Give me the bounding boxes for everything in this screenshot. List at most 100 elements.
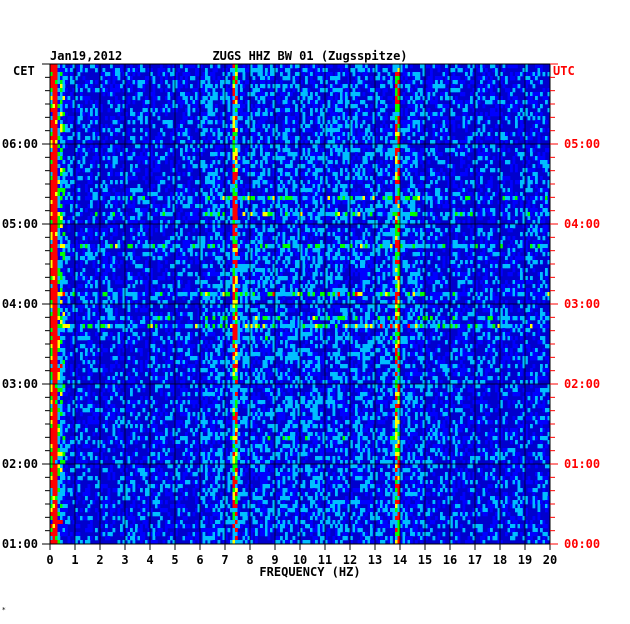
heatmap-cell [452, 88, 456, 93]
heatmap-cell [197, 216, 201, 221]
heatmap-cell [167, 212, 171, 217]
heatmap-cell [110, 88, 113, 93]
heatmap-cell [502, 148, 506, 153]
heatmap-cell [417, 100, 421, 105]
heatmap-cell [345, 132, 348, 137]
heatmap-cell [357, 192, 361, 197]
heatmap-cell [82, 84, 86, 89]
heatmap-cell [275, 196, 278, 201]
heatmap-cell [55, 164, 58, 169]
heatmap-cell [127, 88, 131, 93]
heatmap-cell [220, 116, 223, 121]
heatmap-cell [445, 92, 448, 97]
heatmap-cell [435, 200, 438, 205]
heatmap-cell [272, 116, 276, 121]
heatmap-cell [212, 72, 216, 77]
heatmap-cell [370, 188, 373, 193]
heatmap-cell [172, 100, 176, 105]
heatmap-cell [297, 192, 301, 197]
heatmap-cell [542, 136, 546, 141]
heatmap-cell [92, 116, 96, 121]
heatmap-cell [352, 236, 356, 241]
heatmap-cell [362, 64, 366, 69]
heatmap-cell [402, 224, 406, 229]
heatmap-cell [105, 164, 108, 169]
heatmap-cell [310, 224, 313, 229]
heatmap-cell [300, 108, 303, 113]
heatmap-cell [397, 216, 401, 221]
heatmap-cell [245, 100, 248, 105]
heatmap-cell [245, 80, 248, 85]
heatmap-cell [535, 144, 538, 149]
heatmap-cell [405, 200, 408, 205]
heatmap-cell [367, 116, 371, 121]
heatmap-cell [525, 164, 528, 169]
heatmap-cell [390, 228, 393, 233]
heatmap-cell [400, 192, 403, 197]
heatmap-cell [195, 212, 198, 217]
heatmap-cell [142, 148, 146, 153]
heatmap-cell [547, 240, 551, 245]
heatmap-cell [530, 80, 533, 85]
heatmap-cell [130, 152, 133, 157]
heatmap-cell [532, 132, 536, 137]
heatmap-cell [125, 180, 128, 185]
heatmap-cell [407, 144, 411, 149]
heatmap-cell [500, 96, 503, 101]
heatmap-cell [342, 228, 346, 233]
heatmap-cell [292, 236, 296, 241]
heatmap-cell [415, 108, 418, 113]
heatmap-cell [472, 180, 476, 185]
heatmap-cell [50, 172, 53, 177]
heatmap-cell [250, 156, 253, 161]
heatmap-cell [237, 176, 241, 181]
heatmap-cell [300, 92, 303, 97]
heatmap-cell [190, 212, 193, 217]
heatmap-cell [315, 116, 318, 121]
heatmap-cell [130, 156, 133, 161]
heatmap-cell [215, 120, 218, 125]
heatmap-cell [295, 184, 298, 189]
heatmap-cell [65, 104, 68, 109]
heatmap-cell [77, 132, 81, 137]
heatmap-cell [80, 116, 83, 121]
heatmap-cell [300, 188, 303, 193]
heatmap-cell [235, 112, 238, 117]
heatmap-cell [210, 240, 213, 245]
heatmap-cell [110, 136, 113, 141]
heatmap-cell [130, 244, 133, 249]
heatmap-cell [180, 64, 183, 69]
heatmap-cell [530, 152, 533, 157]
heatmap-cell [342, 200, 346, 205]
heatmap-cell [325, 152, 328, 157]
heatmap-cell [397, 72, 401, 77]
heatmap-cell [330, 128, 333, 133]
heatmap-cell [117, 240, 121, 245]
heatmap-cell [297, 152, 301, 157]
heatmap-cell [97, 200, 101, 205]
heatmap-cell [272, 128, 276, 133]
heatmap-cell [172, 72, 176, 77]
heatmap-cell [195, 72, 198, 77]
heatmap-cell [157, 188, 161, 193]
heatmap-cell [500, 112, 503, 117]
heatmap-cell [177, 124, 181, 129]
heatmap-cell [235, 100, 238, 105]
heatmap-cell [170, 148, 173, 153]
heatmap-cell [365, 240, 368, 245]
heatmap-cell [295, 172, 298, 177]
heatmap-cell [202, 92, 206, 97]
heatmap-cell [387, 172, 391, 177]
heatmap-cell [320, 212, 323, 217]
heatmap-cell [275, 136, 278, 141]
heatmap-cell [165, 220, 168, 225]
heatmap-cell [475, 92, 478, 97]
heatmap-cell [102, 68, 106, 73]
heatmap-cell [337, 148, 341, 153]
heatmap-cell [257, 196, 261, 201]
heatmap-cell [225, 140, 228, 145]
heatmap-cell [57, 92, 61, 97]
heatmap-cell [50, 76, 53, 81]
heatmap-cell [390, 220, 393, 225]
heatmap-cell [52, 152, 56, 157]
